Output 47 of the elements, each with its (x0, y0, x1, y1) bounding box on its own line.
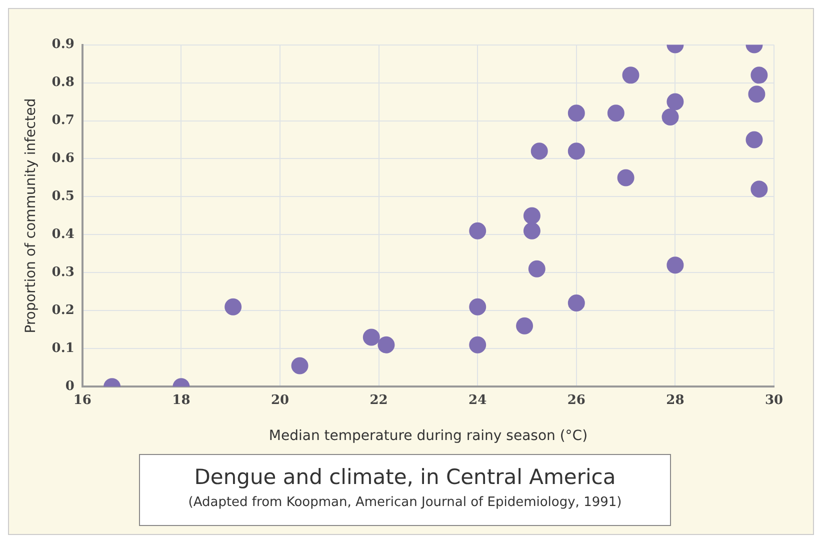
point (523, 207, 540, 224)
text: (Adapted from Koopman, American Journal of Epidemiology, 1991) (187, 495, 623, 510)
point (568, 104, 585, 122)
point (666, 93, 684, 110)
point (666, 256, 684, 274)
x-tick-label: 20 (270, 392, 290, 408)
point (622, 66, 640, 84)
point (750, 180, 768, 198)
y-tick-label: 0.3 (52, 265, 74, 280)
y-tick-label: 0.4 (52, 227, 74, 242)
x-tick-label: 30 (764, 392, 784, 408)
point (568, 142, 585, 160)
point (746, 131, 763, 148)
x-tick-label: 18 (172, 392, 190, 408)
x-tick-label: 24 (468, 392, 487, 408)
point (530, 142, 548, 160)
point (469, 298, 486, 316)
point (516, 317, 534, 334)
x-tick-label: 28 (666, 392, 684, 408)
point (378, 336, 395, 354)
point (224, 298, 242, 316)
y-tick-label: 0.5 (52, 189, 74, 204)
point (362, 328, 380, 346)
point (469, 222, 486, 240)
y-tick-label: 0 (65, 378, 74, 394)
point (469, 336, 486, 354)
y-tick-label: 0.6 (52, 151, 74, 166)
point (750, 66, 768, 84)
x-tick-label: 16 (73, 392, 92, 408)
point (291, 357, 308, 374)
x-tick-label: 22 (370, 392, 388, 408)
y-tick-label: 0.8 (52, 75, 74, 90)
x-axis-title: Median temperature during rainy season (°C) (268, 428, 588, 444)
point (662, 108, 679, 126)
point (607, 104, 624, 122)
point (523, 222, 540, 240)
y-axis-title: Proportion of community infected (23, 98, 40, 334)
y-tick-label: 0.2 (52, 303, 74, 318)
point (748, 86, 766, 103)
y-tick-label: 0.7 (52, 113, 74, 128)
text: Dengue and climate, in Central America (193, 465, 617, 489)
y-tick-label: 0.1 (52, 340, 74, 356)
point (617, 169, 634, 186)
y-tick-label: 0.9 (52, 37, 74, 52)
point (568, 294, 585, 312)
point (528, 260, 546, 278)
x-tick-label: 26 (567, 392, 586, 408)
